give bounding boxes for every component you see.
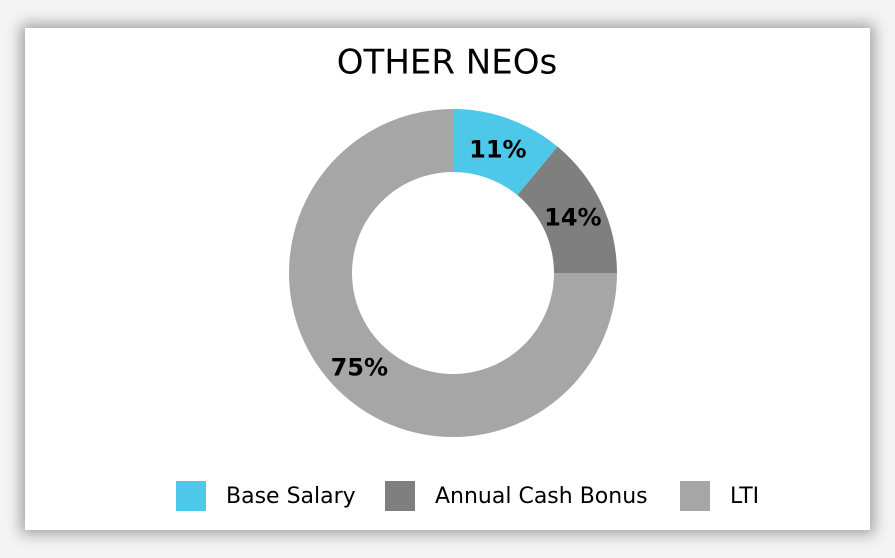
legend-label: Base Salary <box>226 484 356 509</box>
data-label: 14% <box>544 204 601 232</box>
legend-swatch <box>385 481 415 511</box>
chart-title: OTHER NEOs <box>337 43 557 83</box>
legend-label: LTI <box>730 484 759 509</box>
donut-segment <box>289 109 617 437</box>
donut-segment <box>517 146 617 273</box>
legend-label: Annual Cash Bonus <box>435 484 648 509</box>
data-label: 11% <box>469 135 526 163</box>
legend-swatch <box>680 481 710 511</box>
donut-segment <box>453 109 558 196</box>
data-label: 75% <box>331 354 388 382</box>
legend-swatch <box>176 481 206 511</box>
